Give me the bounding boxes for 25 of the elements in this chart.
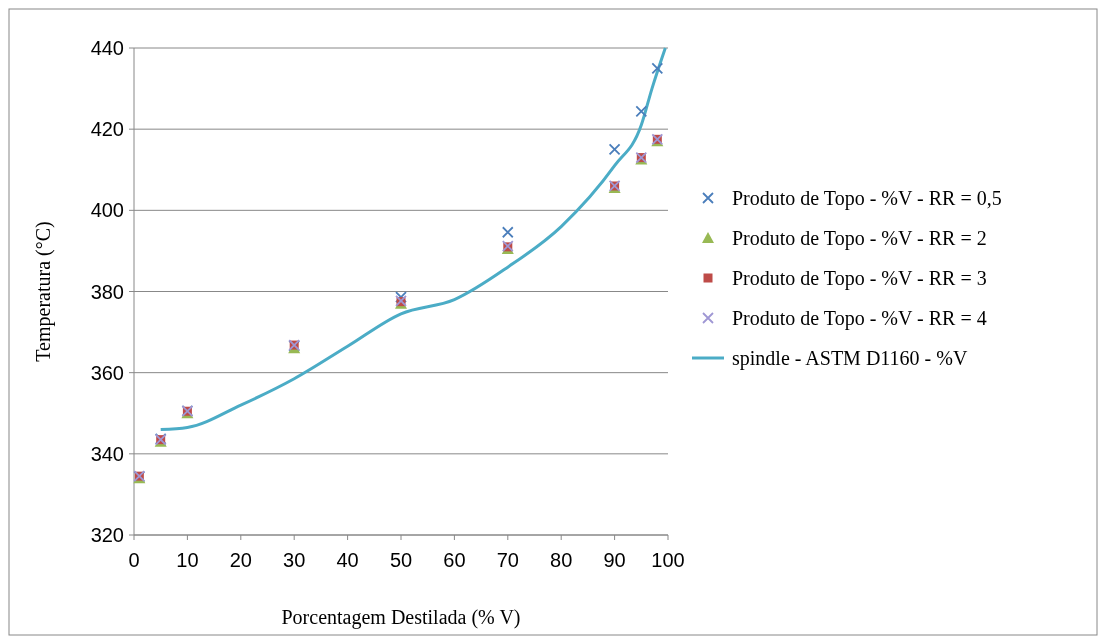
y-tick-label: 380: [90, 280, 124, 303]
x-tick-label: 70: [496, 549, 519, 571]
x-tick-label: 0: [128, 549, 140, 571]
x-tick-label: 60: [443, 549, 466, 571]
legend-label: spindle - ASTM D1160 - %V: [732, 347, 968, 370]
x-tick-label: 80: [550, 549, 573, 571]
x-tick-label: 40: [336, 549, 359, 571]
legend-label: Produto de Topo - %V - RR = 4: [732, 307, 987, 330]
y-tick-label: 340: [90, 442, 124, 465]
x-tick-label: 30: [283, 549, 306, 571]
legend-label: Produto de Topo - %V - RR = 2: [732, 227, 987, 250]
y-axis-title: Temperatura (°C): [32, 221, 55, 362]
y-tick-label: 360: [90, 361, 124, 384]
x-tick-label: 90: [603, 549, 626, 571]
y-tick-label: 440: [90, 37, 124, 59]
x-tick-label: 100: [651, 549, 685, 571]
legend-label: Produto de Topo - %V - RR = 0,5: [732, 187, 1002, 210]
legend-label: Produto de Topo - %V - RR = 3: [732, 267, 987, 290]
y-tick-label: 320: [90, 524, 124, 546]
y-tick-label: 400: [90, 199, 124, 222]
y-tick-label: 420: [90, 118, 124, 141]
x-axis-title: Porcentagem Destilada (% V): [281, 606, 521, 629]
x-tick-label: 20: [229, 549, 252, 571]
x-tick-label: 50: [389, 549, 413, 571]
x-tick-label: 10: [176, 549, 199, 571]
